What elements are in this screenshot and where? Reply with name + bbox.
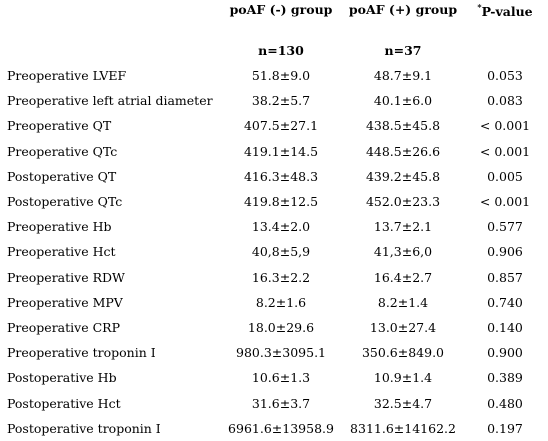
table-row: Postoperative QTc 419.8±12.5 452.0±23.3 < 0… [0,189,548,214]
row-label: Preoperative QT [7,118,112,134]
table-row: Postoperative Hct 31.6±3.7 32.5±4.7 0.480 [0,390,548,415]
cell-poaf-pos: 448.5±26.6 [365,143,441,159]
cell-poaf-pos: 48.7±9.1 [373,68,433,84]
row-label: Preoperative Hb [7,219,112,235]
cell-poaf-neg: 51.8±9.0 [251,68,311,84]
cell-p-value: 0.480 [487,395,523,411]
header-group-neg: poAF (-) group [229,2,333,17]
cell-poaf-neg: 980.3±3095.1 [236,345,326,361]
cell-poaf-neg: 18.0±29.6 [247,319,315,335]
table-row: Preoperative RDW 16.3±2.2 16.4±2.7 0.857 [0,265,548,290]
header-group-pos: poAF (+) group [348,2,458,17]
cell-poaf-pos: 452.0±23.3 [365,194,441,210]
cell-poaf-neg: 13.4±2.0 [251,219,311,235]
header-p-value: *P-value [462,0,548,37]
cell-poaf-pos: 40.1±6.0 [373,93,433,109]
header-n-neg: n=130 [258,42,304,58]
table-row: Preoperative QT 407.5±27.1 438.5±45.8 < 0.0… [0,113,548,138]
row-label: Preoperative left atrial diameter [7,93,213,109]
header-empty-cell [0,37,218,63]
header-row-groups: poAF (-) group poAF (+) group *P-value [0,0,548,37]
table-row: Preoperative CRP 18.0±29.6 13.0±27.4 0.140 [0,315,548,340]
cell-p-value: 0.389 [487,370,523,386]
header-n-pos: n=37 [384,42,422,58]
row-label: Preoperative Hct [7,244,116,260]
row-label: Preoperative troponin I [7,345,156,361]
cell-poaf-neg: 31.6±3.7 [251,395,311,411]
row-label: Postoperative QTc [7,194,123,210]
cell-poaf-pos: 8311.6±14162.2 [350,420,456,436]
row-label: Preoperative MPV [7,294,123,310]
row-label: Preoperative CRP [7,319,120,335]
cell-p-value: 0.900 [487,345,523,361]
table-row: Preoperative Hct 40,8±5,9 41,3±6,0 0.906 [0,239,548,264]
table-row: Postoperative QT 416.3±48.3 439.2±45.8 0.00… [0,164,548,189]
cell-poaf-neg: 6961.6±13958.9 [228,420,334,436]
table-row: Preoperative MPV 8.2±1.6 8.2±1.4 0.740 [0,290,548,315]
table-row: Postoperative troponin I 6961.6±13958.9 83… [0,416,548,441]
cell-poaf-pos: 13.0±27.4 [369,319,437,335]
cell-p-value: 0.857 [487,269,523,285]
cell-poaf-neg: 38.2±5.7 [251,93,311,109]
cell-poaf-pos: 16.4±2.7 [373,269,433,285]
cell-p-value: 0.005 [487,168,523,184]
cell-poaf-neg: 40,8±5,9 [251,244,311,260]
cell-p-value: < 0.001 [479,194,531,210]
cell-poaf-pos: 32.5±4.7 [373,395,433,411]
p-value-label: P-value [481,4,533,19]
cell-poaf-pos: 10.9±1.4 [373,370,433,386]
cell-poaf-pos: 8.2±1.4 [377,294,429,310]
cell-poaf-neg: 419.1±14.5 [243,143,319,159]
cell-p-value: 0.053 [487,68,523,84]
header-empty-cell [462,37,548,63]
table-body: Preoperative LVEF 51.8±9.0 48.7±9.1 0.053 Pr… [0,63,548,441]
table-row: Preoperative troponin I 980.3±3095.1 350.6… [0,340,548,365]
cell-poaf-pos: 41,3±6,0 [373,244,433,260]
table-row: Preoperative LVEF 51.8±9.0 48.7±9.1 0.053 [0,63,548,88]
cell-poaf-pos: 350.6±849.0 [361,345,445,361]
table-row: Preoperative Hb 13.4±2.0 13.7±2.1 0.577 [0,214,548,239]
table-row: Preoperative QTc 419.1±14.5 448.5±26.6 < 0.… [0,139,548,164]
table-row: Postoperative Hb 10.6±1.3 10.9±1.4 0.389 [0,365,548,390]
p-value-footnote-mark: * [477,2,482,12]
row-label: Postoperative Hct [7,395,121,411]
row-label: Postoperative troponin I [7,420,161,436]
cell-p-value: 0.197 [487,420,523,436]
header-empty-cell [0,0,218,37]
row-label: Preoperative RDW [7,269,125,285]
cell-poaf-pos: 13.7±2.1 [373,219,433,235]
cell-p-value: < 0.001 [479,143,531,159]
row-label: Postoperative Hb [7,370,117,386]
row-label: Postoperative QT [7,168,117,184]
cell-p-value: < 0.001 [479,118,531,134]
cell-poaf-neg: 416.3±48.3 [243,168,319,184]
cell-poaf-neg: 10.6±1.3 [251,370,311,386]
cell-p-value: 0.577 [487,219,523,235]
cell-poaf-neg: 419.8±12.5 [243,194,319,210]
cell-poaf-pos: 439.2±45.8 [365,168,441,184]
cell-p-value: 0.140 [487,319,523,335]
header-row-counts: n=130 n=37 [0,37,548,63]
cell-poaf-neg: 407.5±27.1 [243,118,319,134]
cell-poaf-pos: 438.5±45.8 [365,118,441,134]
cell-poaf-neg: 16.3±2.2 [251,269,311,285]
row-label: Preoperative QTc [7,143,118,159]
table-row: Preoperative left atrial diameter 38.2±5.… [0,88,548,113]
cell-poaf-neg: 8.2±1.6 [255,294,307,310]
cell-p-value: 0.906 [487,244,523,260]
row-label: Preoperative LVEF [7,68,127,84]
cell-p-value: 0.083 [487,93,523,109]
cell-p-value: 0.740 [487,294,523,310]
table-header: poAF (-) group poAF (+) group *P-value n… [0,0,548,63]
